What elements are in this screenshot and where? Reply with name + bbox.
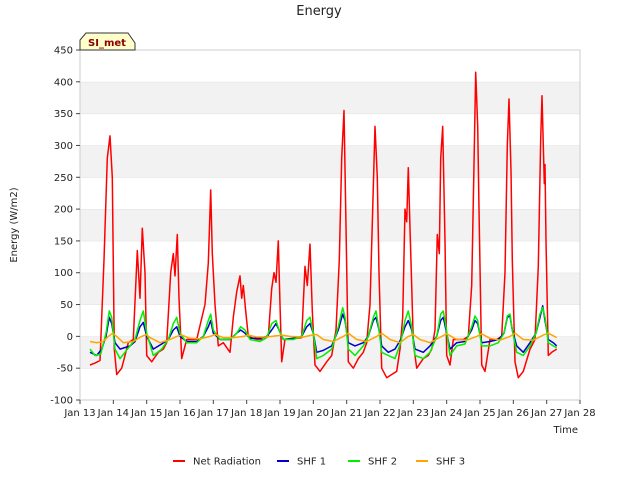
x-tick-label: Jan 21 <box>330 408 362 419</box>
y-tick-label: 350 <box>54 109 73 120</box>
grid-band <box>80 209 580 241</box>
x-tick-label: Jan 13 <box>63 408 95 419</box>
y-tick-label: 100 <box>54 268 73 279</box>
grid-band <box>80 368 580 400</box>
chart-title: Energy <box>296 4 342 19</box>
y-tick-label: 50 <box>60 300 73 311</box>
x-tick-label: Jan 25 <box>463 408 495 419</box>
grid-band <box>80 113 580 146</box>
x-tick-label: Jan 20 <box>297 408 329 419</box>
grid-band <box>80 272 580 305</box>
site-label-shape <box>79 32 136 51</box>
plot-bands <box>80 49 580 400</box>
y-tick-label: 400 <box>54 77 73 88</box>
grid-band <box>80 177 580 210</box>
y-tick-label: 250 <box>54 173 73 184</box>
series-line-shf-2 <box>89 306 558 360</box>
x-tick-label: Jan 27 <box>530 408 562 419</box>
legend-label: SHF 2 <box>368 457 397 468</box>
y-axis-title: Energy (W/m2) <box>9 187 20 262</box>
x-tick-label: Jan 28 <box>563 408 595 419</box>
legend-label: SHF 1 <box>297 457 326 468</box>
y-tick-label: 300 <box>54 141 73 152</box>
x-tick-label: Jan 18 <box>230 408 262 419</box>
x-tick-label: Jan 24 <box>430 408 462 419</box>
series-line-shf-3 <box>89 332 558 344</box>
plot-frame <box>79 49 581 401</box>
x-tick-label: Jan 22 <box>363 408 395 419</box>
x-axis-ticks: Jan 13 Jan 14 Jan 15 Jan 16 Jan 17 Jan 18 Jan … <box>63 400 596 419</box>
y-tick-label: -50 <box>57 364 73 375</box>
series-line-net-radiation <box>89 71 558 379</box>
legend-label: SHF 3 <box>436 457 465 468</box>
grid-band <box>80 81 580 114</box>
site-label: SI_met <box>88 38 126 49</box>
grid-band <box>80 240 580 273</box>
legend-label: Net Radiation <box>193 457 261 468</box>
grid-band <box>80 304 580 337</box>
y-tick-label: 200 <box>54 205 73 216</box>
grid-band <box>80 50 580 82</box>
series-lines <box>89 71 558 379</box>
x-tick-label: Jan 17 <box>197 408 229 419</box>
legend: Net Radiation SHF 1 SHF 2 SHF 3 <box>173 457 465 468</box>
y-axis-ticks: -100 -50 0 50 100 150 200 250 300 350 400 450 <box>50 46 80 407</box>
grid-band <box>80 145 580 178</box>
x-axis-title: Time <box>553 425 578 436</box>
x-tick-label: Jan 19 <box>263 408 295 419</box>
y-tick-label: 0 <box>67 332 73 343</box>
x-tick-label: Jan 23 <box>397 408 429 419</box>
x-tick-label: Jan 14 <box>97 408 129 419</box>
y-tick-label: 150 <box>54 236 73 247</box>
y-tick-label: -100 <box>50 396 73 407</box>
y-tick-label: 450 <box>54 46 73 57</box>
x-tick-label: Jan 16 <box>163 408 195 419</box>
site-label-box: SI_met <box>79 32 136 51</box>
x-tick-label: Jan 26 <box>497 408 529 419</box>
x-tick-label: Jan 15 <box>130 408 162 419</box>
